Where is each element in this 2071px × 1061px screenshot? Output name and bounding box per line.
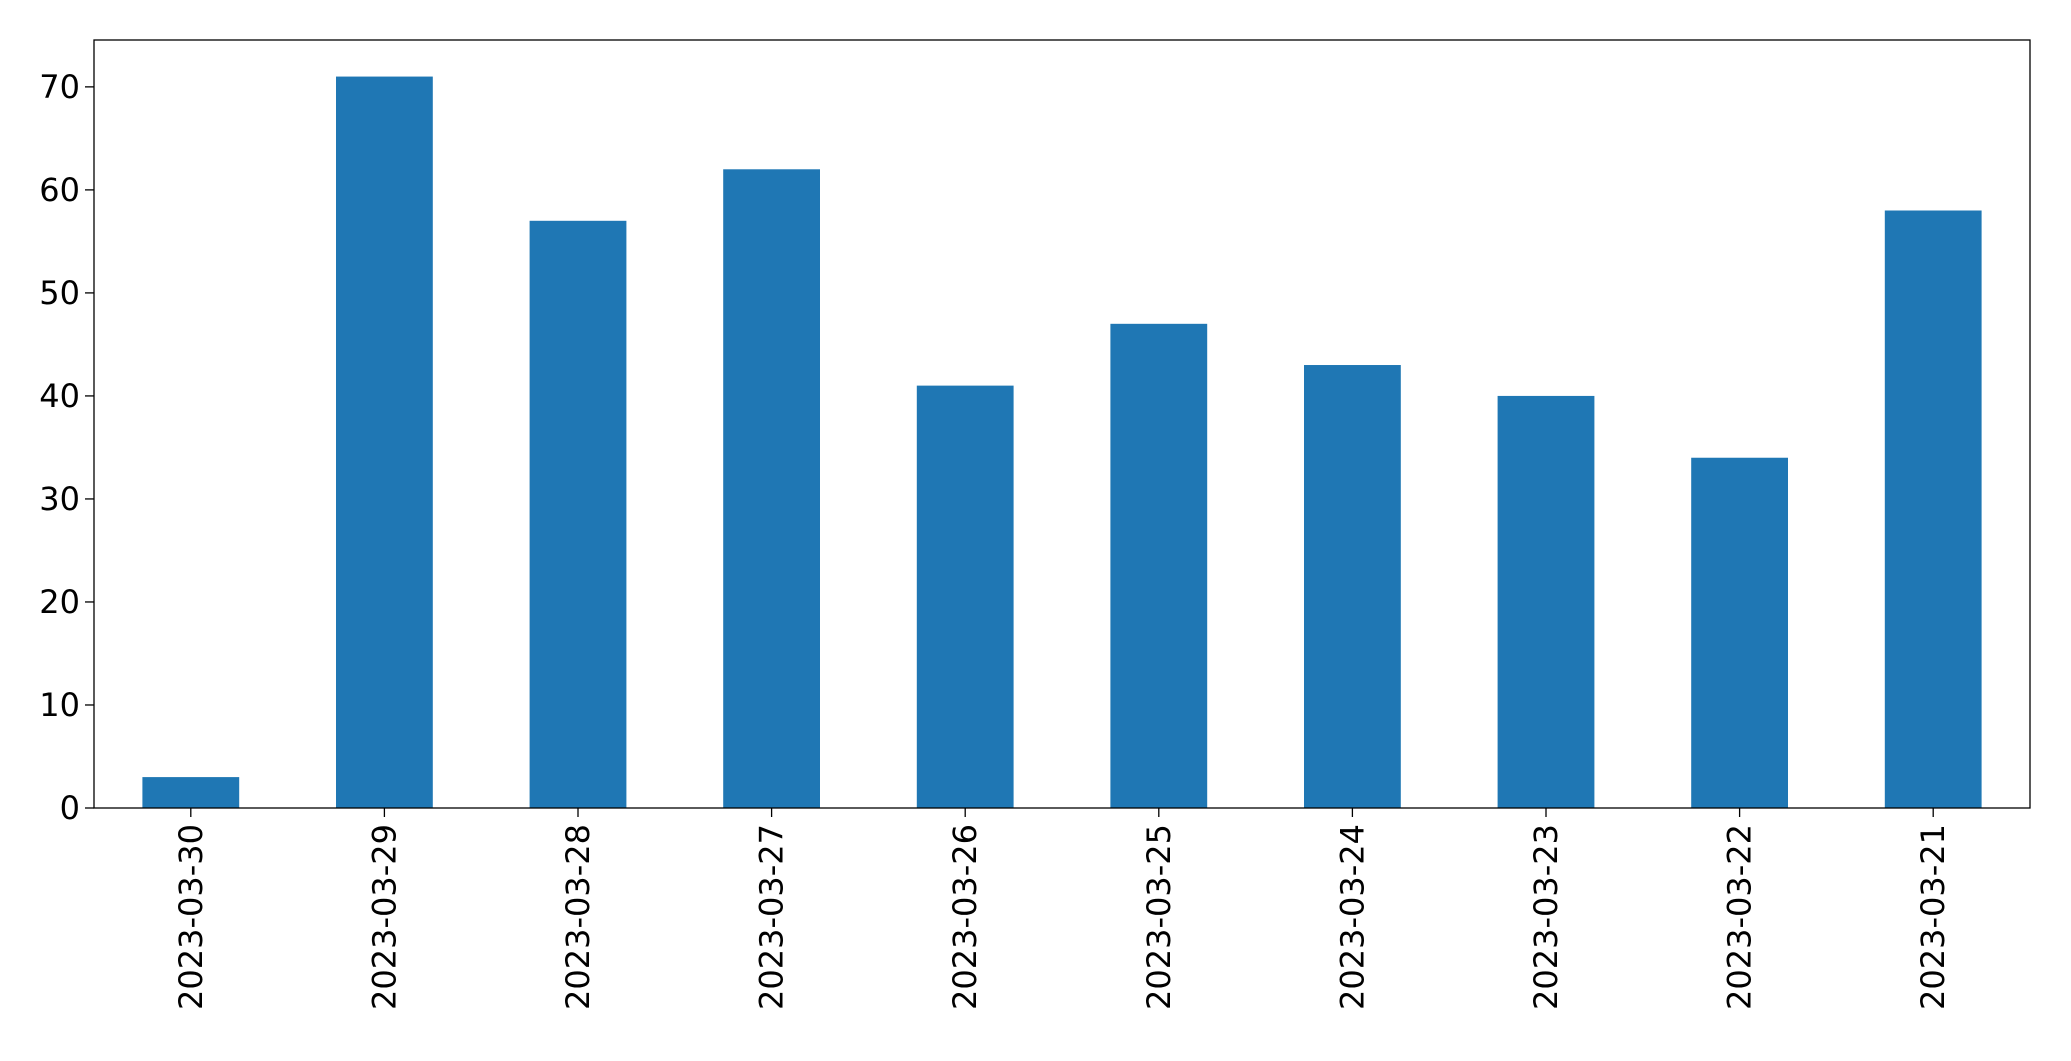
bar (142, 777, 240, 808)
x-tick-label: 2023-03-29 (365, 824, 403, 1010)
y-tick-label: 30 (39, 480, 80, 518)
x-tick-label: 2023-03-28 (559, 824, 597, 1010)
x-tick-label: 2023-03-30 (172, 824, 210, 1010)
y-tick-label: 60 (39, 171, 80, 209)
y-tick-label: 50 (39, 274, 80, 312)
x-tick-label: 2023-03-21 (1914, 824, 1952, 1010)
bar (529, 220, 627, 809)
y-tick-label: 10 (39, 686, 80, 724)
y-tick-label: 40 (39, 377, 80, 415)
y-tick-label: 70 (39, 68, 80, 106)
bar (723, 169, 820, 808)
x-tick-label: 2023-03-23 (1527, 824, 1565, 1010)
bar (336, 76, 433, 809)
y-tick-label: 20 (39, 583, 80, 621)
x-tick-label: 2023-03-26 (946, 824, 984, 1010)
bar (1497, 395, 1595, 808)
x-tick-label: 2023-03-25 (1140, 824, 1178, 1010)
bar (916, 385, 1014, 808)
bar (1691, 457, 1788, 808)
bar (1304, 365, 1401, 808)
x-tick-label: 2023-03-22 (1721, 824, 1759, 1010)
y-tick-label: 0 (60, 789, 80, 827)
bar (1110, 323, 1208, 808)
axes-frame (93, 39, 2031, 809)
x-tick-label: 2023-03-27 (753, 824, 791, 1010)
x-tick-label: 2023-03-24 (1333, 824, 1371, 1010)
bar (1884, 210, 1982, 808)
